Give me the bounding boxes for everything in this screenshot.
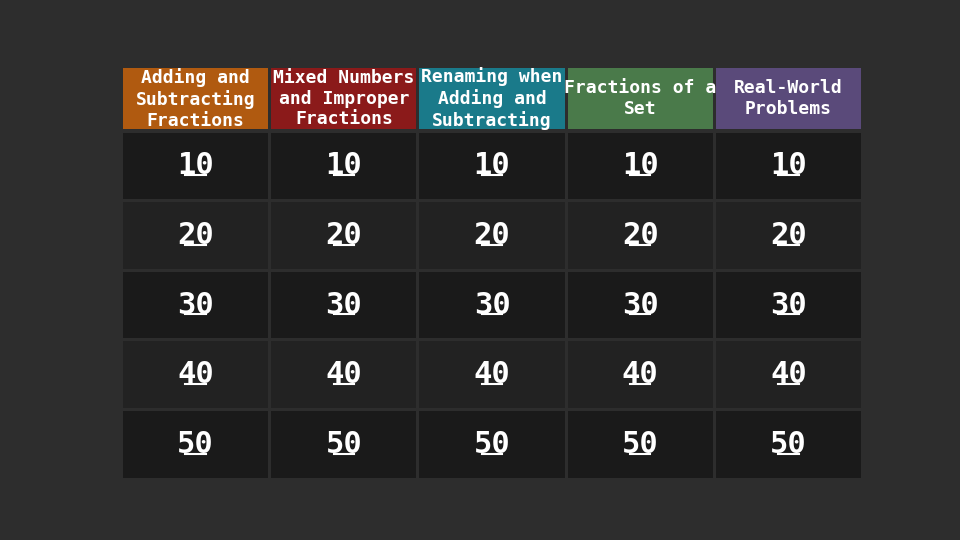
Text: 50: 50	[325, 430, 362, 459]
FancyBboxPatch shape	[716, 68, 861, 130]
Text: 20: 20	[770, 221, 806, 250]
FancyBboxPatch shape	[272, 341, 417, 408]
FancyBboxPatch shape	[716, 341, 861, 408]
FancyBboxPatch shape	[123, 341, 268, 408]
FancyBboxPatch shape	[567, 341, 712, 408]
FancyBboxPatch shape	[123, 68, 268, 130]
FancyBboxPatch shape	[716, 272, 861, 338]
FancyBboxPatch shape	[272, 132, 417, 199]
FancyBboxPatch shape	[716, 202, 861, 269]
Text: 20: 20	[325, 221, 362, 250]
Text: 50: 50	[473, 430, 511, 459]
Text: 50: 50	[178, 430, 214, 459]
Text: 40: 40	[473, 360, 511, 389]
FancyBboxPatch shape	[420, 68, 564, 130]
FancyBboxPatch shape	[123, 411, 268, 477]
FancyBboxPatch shape	[567, 411, 712, 477]
Text: 30: 30	[770, 291, 806, 320]
Text: Renaming when
Adding and
Subtracting: Renaming when Adding and Subtracting	[421, 67, 563, 130]
FancyBboxPatch shape	[420, 132, 564, 199]
FancyBboxPatch shape	[420, 202, 564, 269]
Text: 30: 30	[178, 291, 214, 320]
FancyBboxPatch shape	[272, 202, 417, 269]
FancyBboxPatch shape	[420, 411, 564, 477]
Text: 40: 40	[770, 360, 806, 389]
FancyBboxPatch shape	[123, 202, 268, 269]
Text: 30: 30	[473, 291, 511, 320]
FancyBboxPatch shape	[567, 202, 712, 269]
Text: 30: 30	[325, 291, 362, 320]
Text: 30: 30	[622, 291, 659, 320]
Text: 50: 50	[622, 430, 659, 459]
FancyBboxPatch shape	[123, 272, 268, 338]
Text: 10: 10	[622, 151, 659, 180]
Text: 10: 10	[325, 151, 362, 180]
FancyBboxPatch shape	[272, 411, 417, 477]
FancyBboxPatch shape	[272, 272, 417, 338]
Text: 20: 20	[178, 221, 214, 250]
Text: Mixed Numbers
and Improper
Fractions: Mixed Numbers and Improper Fractions	[274, 69, 415, 129]
Text: 20: 20	[473, 221, 511, 250]
FancyBboxPatch shape	[716, 132, 861, 199]
FancyBboxPatch shape	[567, 132, 712, 199]
Text: 50: 50	[770, 430, 806, 459]
FancyBboxPatch shape	[567, 272, 712, 338]
Text: Real-World
Problems: Real-World Problems	[734, 79, 843, 118]
Text: 40: 40	[178, 360, 214, 389]
FancyBboxPatch shape	[420, 272, 564, 338]
Text: 40: 40	[622, 360, 659, 389]
FancyBboxPatch shape	[123, 132, 268, 199]
FancyBboxPatch shape	[272, 68, 417, 130]
Text: 20: 20	[622, 221, 659, 250]
Text: 10: 10	[770, 151, 806, 180]
Text: Adding and
Subtracting
Fractions: Adding and Subtracting Fractions	[135, 68, 255, 130]
Text: Fractions of a
Set: Fractions of a Set	[564, 79, 716, 118]
Text: 10: 10	[178, 151, 214, 180]
FancyBboxPatch shape	[716, 411, 861, 477]
Text: 40: 40	[325, 360, 362, 389]
Text: 10: 10	[473, 151, 511, 180]
FancyBboxPatch shape	[567, 68, 712, 130]
FancyBboxPatch shape	[420, 341, 564, 408]
